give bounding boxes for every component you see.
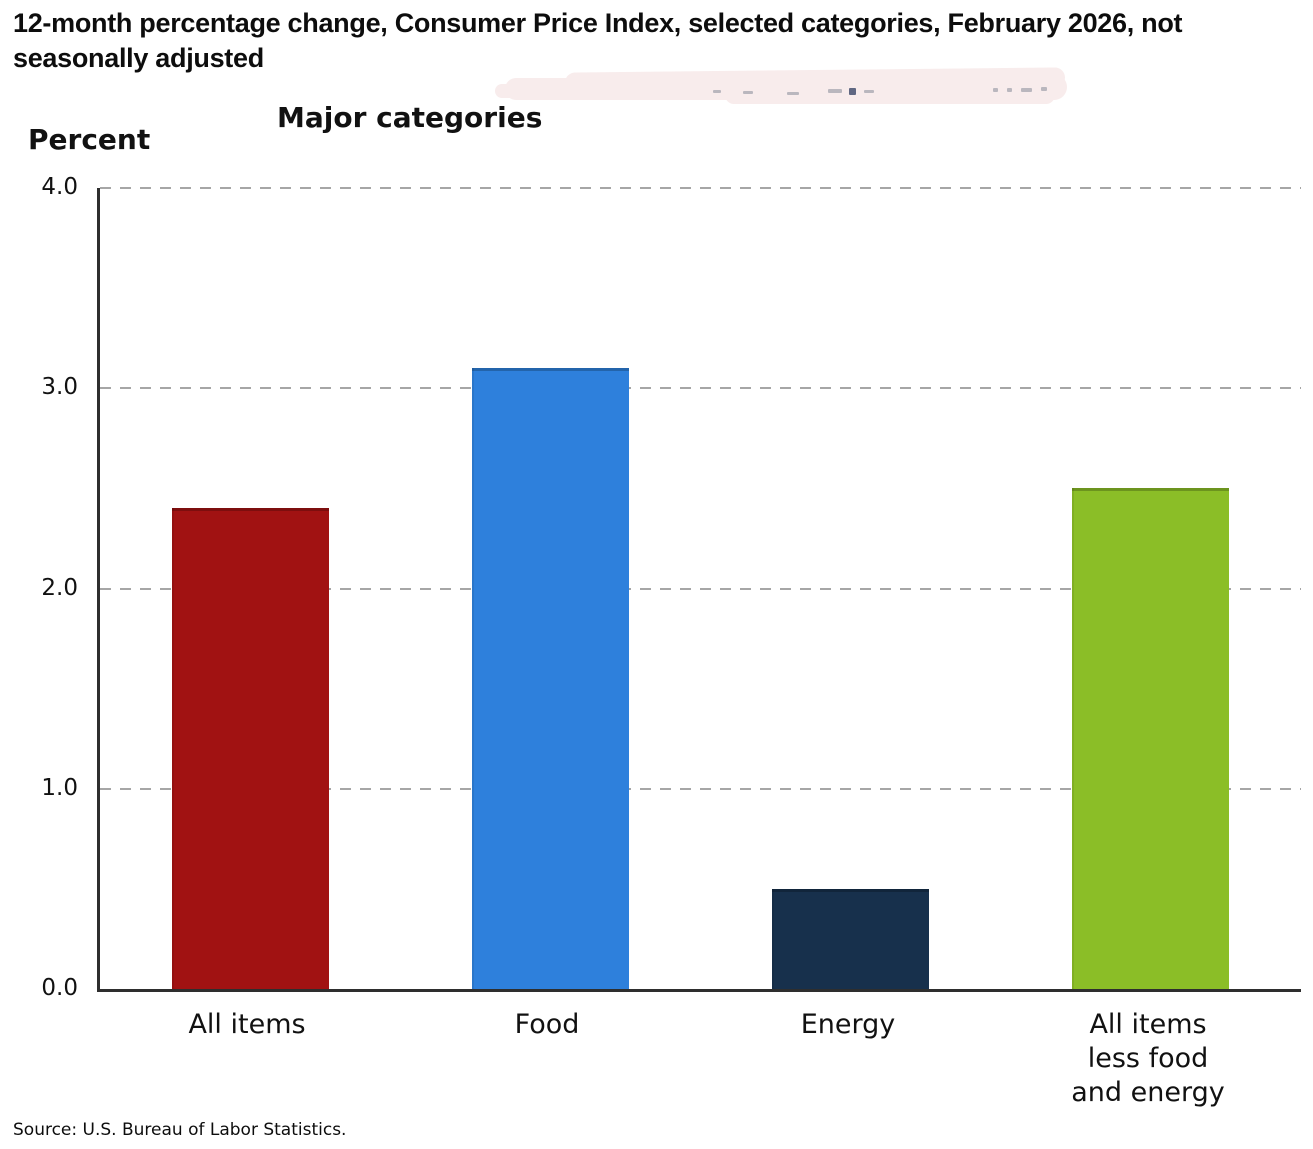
gridline-2.0: [100, 588, 1301, 590]
y-axis-unit-label: Percent: [28, 123, 151, 156]
smudge-remnant-mark: [743, 91, 753, 94]
chart-title: 12-month percentage change, Consumer Pri…: [13, 8, 1183, 73]
y-tick-label-3.0: 3.0: [41, 374, 78, 400]
gridline-1.0: [100, 788, 1301, 790]
x-label-energy: Energy: [800, 1009, 896, 1040]
gridline-4.0: [100, 187, 1301, 189]
smudge-remnant-mark: [849, 88, 856, 95]
smudge-remnant-mark: [993, 88, 998, 92]
source-note: Source: U.S. Bureau of Labor Statistics.: [13, 1120, 347, 1140]
bar-food: [472, 368, 629, 989]
smudge-remnant-mark: [713, 90, 721, 93]
x-label-all-items-less-food-and-energy: All items less food and energy: [1071, 1009, 1225, 1108]
bar-all-items: [172, 508, 329, 989]
bar-all-items-less-food-and-energy: [1072, 488, 1229, 989]
smudge-remnant-mark: [787, 92, 799, 95]
y-tick-label-2.0: 2.0: [41, 575, 78, 601]
y-tick-label-4.0: 4.0: [41, 174, 78, 200]
bar-energy: [772, 889, 929, 989]
smudge-remnant-mark: [828, 89, 842, 93]
y-tick-label-0.0: 0.0: [41, 975, 78, 1001]
whiteout-blob: [495, 84, 585, 98]
x-label-all-items: All items: [188, 1009, 306, 1040]
x-label-food: Food: [514, 1009, 580, 1040]
y-tick-label-1.0: 1.0: [41, 775, 78, 801]
plot-area: [97, 187, 1301, 992]
gridline-3.0: [100, 387, 1301, 389]
chart-subtitle: Major categories: [277, 101, 543, 134]
whiteout-smudge: [495, 66, 1075, 114]
smudge-remnant-mark: [1007, 88, 1012, 92]
smudge-remnant-mark: [1021, 88, 1032, 92]
smudge-remnant-mark: [864, 90, 874, 93]
smudge-remnant-mark: [1041, 87, 1047, 91]
